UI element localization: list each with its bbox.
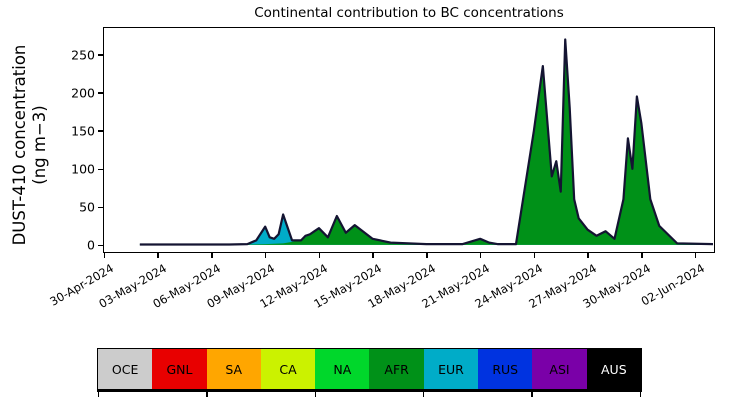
legend-item-sa[interactable]: SA [206,349,261,389]
x-tick-mark [587,253,589,258]
legend-item-label: SA [225,361,243,377]
series-svg [139,38,713,246]
legend-item-afr[interactable]: AFR [369,349,424,389]
x-tick-mark [694,253,697,258]
x-tick-mark [264,253,267,258]
legend-item-label: EUR [438,361,464,377]
y-axis-label-container: DUST-410 concentration (ng m−3) [0,0,60,280]
series-outline [139,38,713,246]
x-tick-mark [533,253,536,258]
legend-item-oce[interactable]: OCE [98,349,153,389]
legend-item-ca[interactable]: CA [260,349,316,389]
y-tick-label: 50 [79,199,95,215]
y-tick-label: 0 [87,237,95,253]
x-tick-mark [318,253,321,258]
legend-item-label: RUS [492,361,519,377]
legend-item-label: AFR [384,361,409,377]
x-tick-mark [426,253,428,258]
legend-tick-mark [97,390,100,397]
plot-area [103,27,715,253]
y-tick-mark [98,54,103,56]
legend-tick-mark [422,390,425,397]
legend-item-label: ASI [549,361,570,377]
y-tick-mark [98,168,103,171]
x-tick-mark [157,253,160,258]
y-tick-label: 150 [71,123,95,139]
legend-item-rus[interactable]: RUS [478,349,533,389]
series-area-eur [139,214,713,245]
legend-item-label: GNL [166,361,193,377]
legend-tick-mark [206,390,208,397]
legend-axis-line [97,390,642,392]
legend-tick-marks [97,390,642,402]
legend-item-label: OCE [111,361,139,377]
x-tick-mark [479,253,482,258]
legend-tick-mark [531,390,533,397]
series-area-afr [139,39,713,245]
chart-title: Continental contribution to BC concentra… [254,5,564,21]
legend-item-label: CA [279,361,297,377]
x-tick-mark [372,253,374,258]
y-axis-label-line2: (ng m−3) [30,105,49,185]
y-tick-mark [98,206,103,209]
y-axis-label-line1: DUST-410 concentration [10,44,29,246]
y-tick-label: 100 [71,161,95,177]
x-tick-mark [211,253,213,258]
legend-tick-mark [314,390,317,397]
legend-colorbar: OCE GNL SA CA NA AFR EUR RUS ASI AUS [97,348,642,390]
y-tick-mark [98,244,103,247]
y-tick-mark [98,92,103,94]
y-axis-label: DUST-410 concentration (ng m−3) [10,20,50,270]
legend-item-na[interactable]: NA [315,349,370,389]
y-tick-mark [98,130,103,133]
legend-item-asi[interactable]: ASI [532,349,587,389]
legend-item-label: NA [333,361,352,377]
legend-tick-mark [639,390,642,397]
y-tick-label: 200 [71,85,95,101]
x-tick-mark [641,253,643,258]
y-tick-label: 250 [71,47,95,63]
legend-item-label: AUS [601,361,627,377]
legend-item-aus[interactable]: AUS [586,349,641,389]
legend-item-gnl[interactable]: GNL [152,349,207,389]
x-tick-mark [103,253,106,258]
legend-item-eur[interactable]: EUR [423,349,479,389]
